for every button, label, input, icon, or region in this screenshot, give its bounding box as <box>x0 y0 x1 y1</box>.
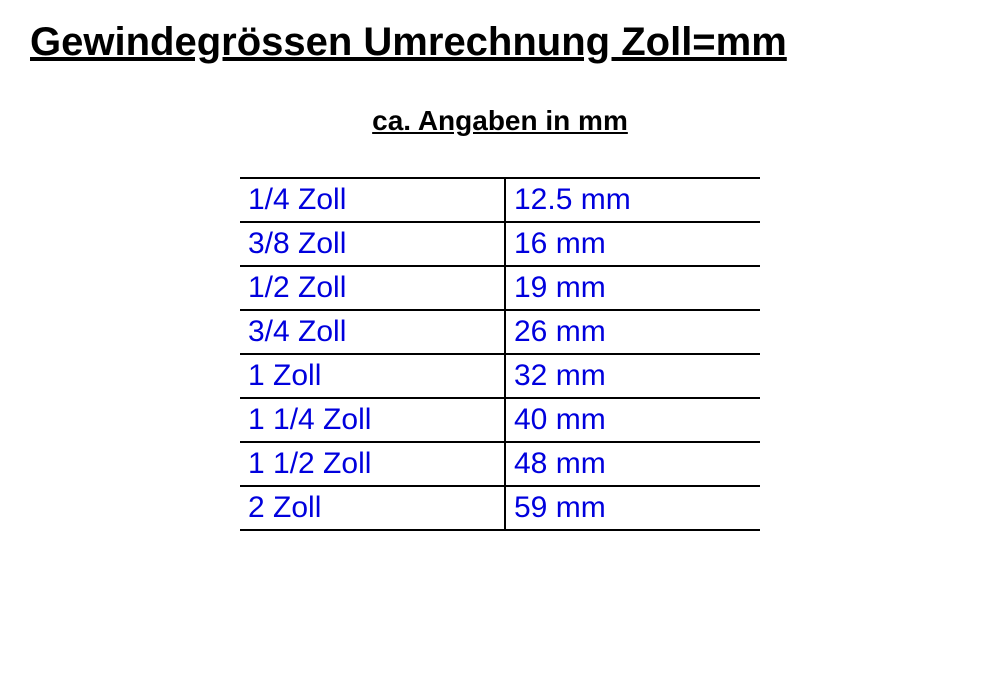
table-row: 1/4 Zoll 12.5 mm <box>240 178 760 222</box>
table-row: 1 1/4 Zoll 40 mm <box>240 398 760 442</box>
cell-zoll: 1 1/2 Zoll <box>240 442 505 486</box>
table-row: 1 1/2 Zoll 48 mm <box>240 442 760 486</box>
page-title: Gewindegrössen Umrechnung Zoll=mm <box>0 20 1000 65</box>
cell-zoll: 2 Zoll <box>240 486 505 530</box>
cell-zoll: 1 1/4 Zoll <box>240 398 505 442</box>
table-container: 1/4 Zoll 12.5 mm 3/8 Zoll 16 mm 1/2 Zoll… <box>0 177 1000 531</box>
cell-zoll: 1/4 Zoll <box>240 178 505 222</box>
cell-mm: 32 mm <box>505 354 760 398</box>
table-row: 1 Zoll 32 mm <box>240 354 760 398</box>
page-subtitle: ca. Angaben in mm <box>0 105 1000 137</box>
table-row: 1/2 Zoll 19 mm <box>240 266 760 310</box>
cell-mm: 19 mm <box>505 266 760 310</box>
cell-mm: 16 mm <box>505 222 760 266</box>
table-row: 2 Zoll 59 mm <box>240 486 760 530</box>
cell-mm: 26 mm <box>505 310 760 354</box>
cell-mm: 40 mm <box>505 398 760 442</box>
cell-mm: 59 mm <box>505 486 760 530</box>
cell-zoll: 3/8 Zoll <box>240 222 505 266</box>
cell-zoll: 1 Zoll <box>240 354 505 398</box>
cell-mm: 12.5 mm <box>505 178 760 222</box>
cell-mm: 48 mm <box>505 442 760 486</box>
table-row: 3/4 Zoll 26 mm <box>240 310 760 354</box>
table-row: 3/8 Zoll 16 mm <box>240 222 760 266</box>
cell-zoll: 3/4 Zoll <box>240 310 505 354</box>
cell-zoll: 1/2 Zoll <box>240 266 505 310</box>
conversion-table: 1/4 Zoll 12.5 mm 3/8 Zoll 16 mm 1/2 Zoll… <box>240 177 760 531</box>
